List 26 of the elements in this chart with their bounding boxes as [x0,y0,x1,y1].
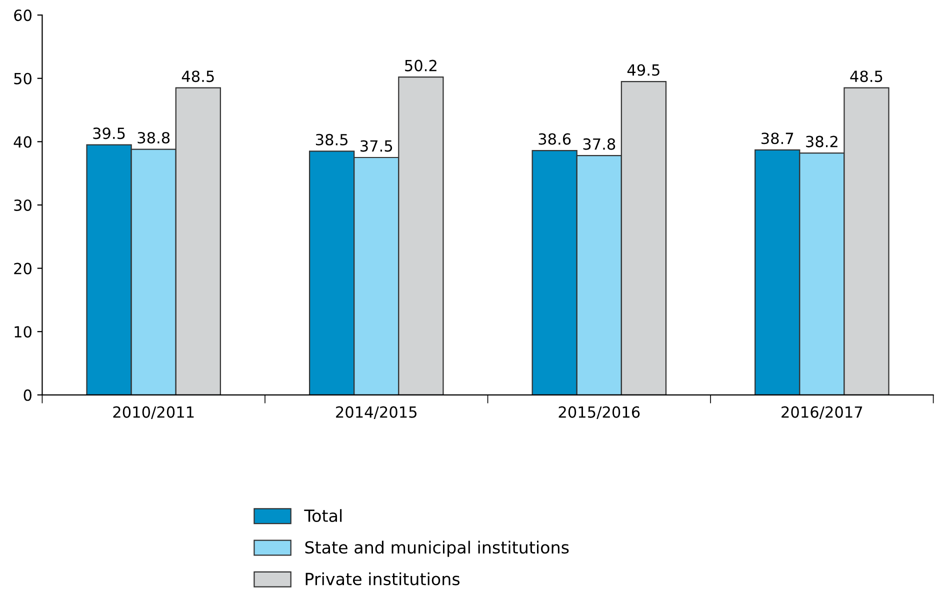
data-label: 38.2 [806,136,838,148]
x-tick-label: 2016/2017 [782,406,862,420]
legend-label: State and municipal institutions [305,540,569,557]
data-label: 49.5 [627,64,660,76]
data-label: 37.5 [360,140,392,152]
y-tick-label: 40 [14,136,32,148]
legend-label: Total [304,509,342,522]
y-tick-label: 30 [14,199,32,212]
x-tick-label: 2010/2011 [113,406,194,420]
y-tick-label: 10 [14,326,32,338]
y-tick-label: 60 [14,10,32,22]
legend-label: Private institutions [306,572,460,586]
data-label: 37.8 [583,138,616,150]
data-label: 38.6 [538,133,571,145]
data-label: 39.5 [93,128,125,140]
data-label: 48.5 [850,70,882,82]
x-tick-label: 2015/2016 [558,406,640,420]
data-label: 50.2 [405,60,436,72]
y-tick-label: 50 [14,72,32,84]
y-tick-label: 0 [24,389,32,401]
x-tick-label: 2014/2015 [336,406,416,420]
data-label: 38.7 [762,132,794,144]
y-tick-label: 20 [14,262,32,274]
data-label: 38.8 [138,132,170,144]
data-label: 38.5 [316,134,348,146]
data-label: 48.5 [182,70,214,82]
